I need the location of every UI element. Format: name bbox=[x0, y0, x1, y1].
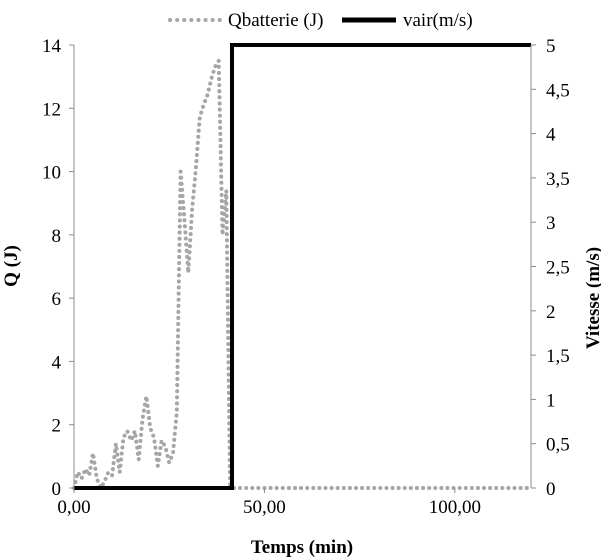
y-left-tick-label: 10 bbox=[42, 163, 61, 184]
y-axis-title-left: Q (J) bbox=[1, 245, 22, 287]
y-right-tick-label: 0 bbox=[546, 479, 556, 500]
y-right-tick-label: 1 bbox=[546, 390, 556, 411]
y-right-tick-label: 3 bbox=[546, 213, 556, 234]
y-right-tick-label: 3,5 bbox=[546, 169, 570, 190]
x-tick-label: 0,00 bbox=[57, 497, 90, 518]
y-left-tick-label: 6 bbox=[52, 289, 62, 310]
x-tick-label: 50,00 bbox=[243, 497, 286, 518]
series-layer bbox=[72, 43, 533, 490]
y-right-tick-label: 4,5 bbox=[546, 80, 570, 101]
y-right-tick-label: 2,5 bbox=[546, 258, 570, 279]
legend: Qbatterie (J) vair(m/s) bbox=[168, 10, 473, 31]
series-2-line bbox=[74, 43, 531, 490]
y-left-tick-label: 14 bbox=[42, 36, 62, 57]
x-axis-title: Temps (min) bbox=[251, 537, 353, 557]
y-right-tick-label: 5 bbox=[546, 36, 556, 57]
ticks-layer: 0,00 50,00 100,00 0 2 4 6 8 10 12 14 0 0,5 1 1,5 2 2,5 3 3… bbox=[42, 36, 570, 518]
legend-label-vair: vair(m/s) bbox=[403, 10, 473, 31]
y-left-tick-label: 12 bbox=[42, 99, 61, 120]
x-tick-label: 100,00 bbox=[429, 497, 481, 518]
series-0-line bbox=[72, 58, 236, 490]
y-left-tick-label: 8 bbox=[52, 226, 62, 247]
y-left-tick-label: 4 bbox=[52, 352, 62, 373]
y-right-tick-label: 4 bbox=[546, 125, 556, 146]
y-right-tick-label: 2 bbox=[546, 302, 556, 323]
y-right-tick-label: 0,5 bbox=[546, 435, 570, 456]
y-axis-title-right: Vitesse (m/s) bbox=[583, 247, 601, 349]
y-left-tick-label: 0 bbox=[52, 479, 62, 500]
y-left-tick-label: 2 bbox=[52, 416, 62, 437]
y-right-tick-label: 1,5 bbox=[546, 346, 570, 367]
legend-label-qbatterie: Qbatterie (J) bbox=[228, 10, 323, 31]
